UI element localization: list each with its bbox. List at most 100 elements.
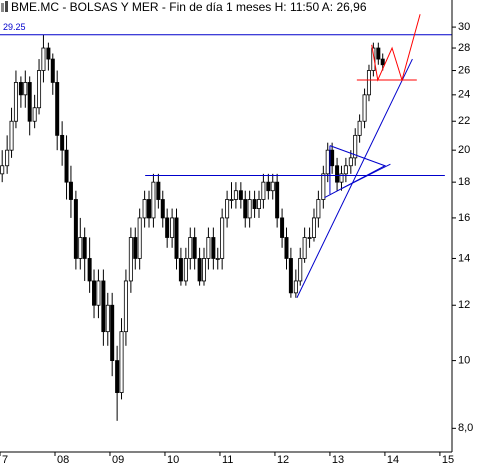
- candle-body: [188, 237, 193, 259]
- x-tick-label: 13: [332, 454, 344, 466]
- title-box: [0, 0, 336, 15]
- candle-body: [266, 181, 271, 192]
- candle-body: [220, 217, 225, 259]
- candle-body: [229, 199, 234, 201]
- candle-body: [41, 47, 46, 71]
- candle-body: [160, 199, 165, 219]
- candle-body: [371, 47, 376, 71]
- y-tick-label: 26: [458, 64, 470, 76]
- candle-body: [133, 237, 138, 259]
- candle-body: [105, 304, 110, 333]
- candle-body: [311, 217, 316, 238]
- candle-body: [247, 199, 252, 219]
- candle-body: [13, 82, 18, 122]
- candle-body: [142, 199, 147, 219]
- candle-body: [339, 173, 344, 183]
- candle-body: [23, 82, 28, 96]
- candle-body: [202, 258, 207, 282]
- trend-line: [296, 58, 413, 298]
- x-tick-label: 15: [442, 454, 454, 466]
- candle-body: [60, 134, 65, 151]
- candle-body: [307, 237, 312, 239]
- candle-body: [270, 181, 275, 192]
- candle-body: [32, 107, 37, 122]
- candle-body: [215, 258, 220, 260]
- candle-body: [280, 217, 285, 238]
- y-tick-label: 14: [458, 252, 470, 264]
- candle-body: [243, 199, 248, 219]
- candle-body: [275, 181, 280, 219]
- plot-area: [0, 14, 452, 421]
- y-tick-label: 18: [458, 176, 470, 188]
- candle-body: [192, 237, 197, 259]
- candle-body: [96, 280, 101, 306]
- candle-body: [46, 47, 51, 60]
- candle-body: [380, 58, 385, 66]
- candle-body: [78, 237, 83, 259]
- y-tick-label: 28: [458, 42, 470, 54]
- chart-title: BME.MC - BOLSAS Y MER - Fin de día 1 mes…: [11, 0, 367, 14]
- candle-body: [9, 120, 14, 151]
- candle-body: [211, 237, 216, 259]
- candle-body: [178, 258, 183, 282]
- candle-body: [137, 217, 142, 259]
- candle-body: [37, 70, 42, 109]
- line-label: 29.25: [3, 22, 26, 32]
- candle-body: [302, 237, 307, 259]
- candle-body: [197, 258, 202, 282]
- candle-body: [73, 199, 78, 259]
- x-tick-label: 10: [167, 454, 179, 466]
- x-tick-label: 11: [222, 454, 233, 466]
- candle-body: [119, 331, 124, 393]
- candle-body: [92, 280, 97, 306]
- candle-body: [376, 47, 381, 60]
- candle-body: [366, 70, 371, 96]
- y-tick-label: 16: [458, 212, 470, 224]
- candle-body: [174, 217, 179, 259]
- candle-body: [87, 258, 92, 282]
- candle-body: [18, 82, 23, 96]
- candle-body: [252, 199, 257, 209]
- y-tick-label: 24: [458, 89, 470, 101]
- y-tick-label: 10: [458, 354, 470, 366]
- candle-body: [64, 149, 69, 183]
- candle-body: [288, 258, 293, 294]
- candle-body: [353, 134, 358, 159]
- x-tick-label: 14: [387, 454, 399, 466]
- candle-body: [256, 199, 261, 209]
- candle-body: [348, 157, 353, 167]
- candle-body: [335, 165, 340, 183]
- candle-body: [151, 181, 156, 219]
- candle-body: [261, 181, 266, 200]
- y-tick-label: 8,0: [458, 422, 473, 434]
- candle-body: [293, 280, 298, 294]
- candle-body: [82, 237, 87, 259]
- y-tick-label: 22: [458, 115, 470, 127]
- y-tick-label: 20: [458, 144, 470, 156]
- trend-line: [340, 163, 391, 190]
- candle-body: [128, 237, 133, 282]
- candle-body: [238, 190, 243, 200]
- candle-body: [170, 217, 175, 238]
- candle-body: [343, 165, 348, 175]
- candle-body: [147, 199, 152, 219]
- candle-body: [225, 199, 230, 219]
- candle-body: [316, 199, 321, 219]
- candle-body: [206, 237, 211, 259]
- candle-body: [321, 173, 326, 200]
- x-tick-label: 09: [112, 454, 124, 466]
- candle-body: [183, 258, 188, 282]
- title-icon: [1, 1, 8, 12]
- candle-body: [330, 149, 335, 167]
- x-tick-label: 08: [57, 454, 69, 466]
- candle-body: [50, 58, 55, 83]
- candle-body: [357, 120, 362, 136]
- trend-line: [371, 14, 421, 82]
- y-tick-label: 30: [458, 21, 470, 33]
- candle-body: [5, 149, 10, 167]
- candle-body: [165, 217, 170, 238]
- candle-body: [110, 304, 115, 361]
- candle-body: [284, 237, 289, 259]
